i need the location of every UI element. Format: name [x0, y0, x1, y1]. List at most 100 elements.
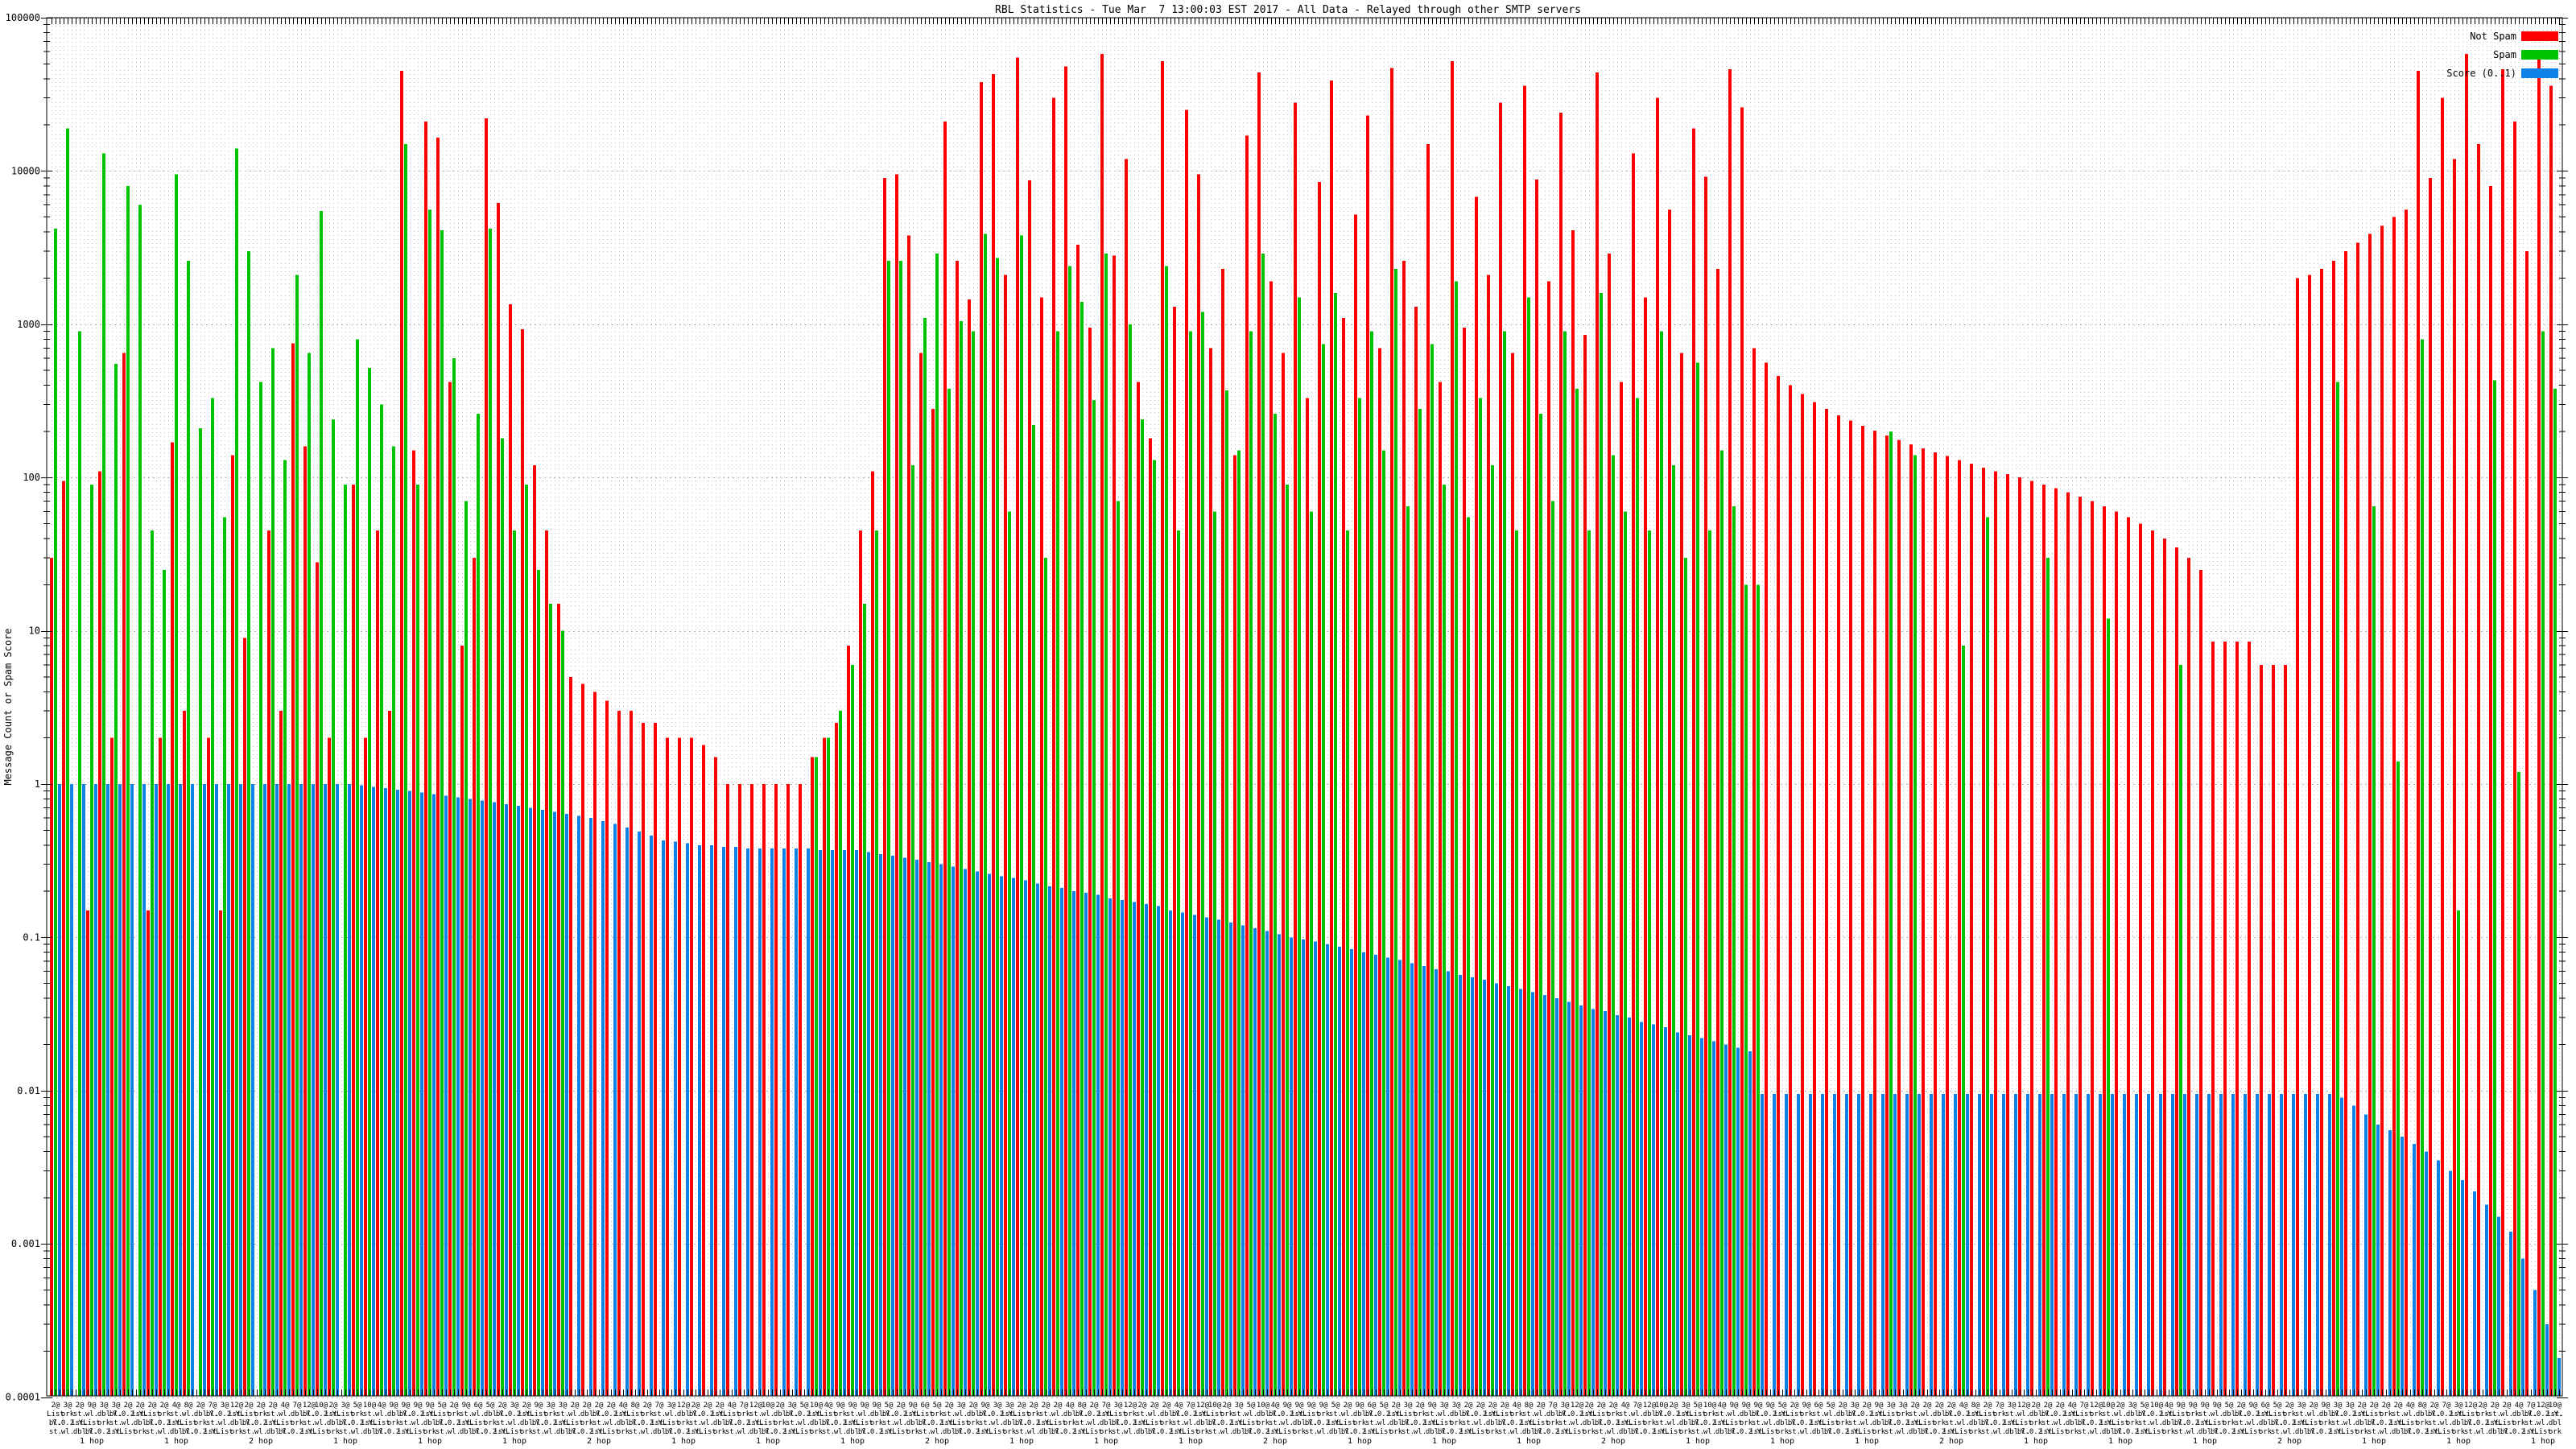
bar-not-spam — [726, 784, 729, 1396]
bar-spam — [295, 275, 299, 1396]
bar-score-0-1 — [203, 784, 206, 1396]
bar-score-0-1 — [1193, 914, 1196, 1396]
x-tick-label-count: 4@ — [824, 1402, 833, 1410]
x-tick-label-fragment: dbl — [2223, 1410, 2235, 1418]
x-tick-label-fragment: wl. — [85, 1410, 98, 1418]
x-tick-label-fragment: ork — [1293, 1428, 1307, 1436]
x-tick-label-count: 2@ — [160, 1402, 169, 1410]
bar-score-0-1 — [2425, 1151, 2428, 1396]
bar-spam — [163, 569, 166, 1396]
x-tick-label-fragment: List — [1049, 1419, 1067, 1427]
bar-not-spam — [968, 299, 971, 1396]
x-tick-label-count: 9@ — [2322, 1402, 2330, 1410]
bar-not-spam — [1282, 353, 1285, 1397]
x-tick-label-fragment: st. — [2464, 1428, 2477, 1436]
x-tick-label-fragment: ork — [2066, 1428, 2079, 1436]
bar-score-0-1 — [1664, 1026, 1667, 1396]
x-tick-label-count: 2@ — [136, 1402, 145, 1410]
bar-spam — [851, 664, 854, 1396]
x-tick-label-fragment: ork — [134, 1428, 147, 1436]
x-tick-label-fragment: dbl — [1232, 1428, 1245, 1436]
x-tick-label-fragment: dbl — [1450, 1410, 1463, 1418]
x-tick-label-fragment: .Y.0.2.Y. — [1884, 1419, 1923, 1427]
bar-score-0-1 — [2352, 1105, 2355, 1396]
x-tick-label-fragment: ork — [1969, 1428, 1983, 1436]
bar-score-0-1 — [1688, 1034, 1691, 1396]
bar-not-spam — [1463, 328, 1466, 1397]
bar-score-0-1 — [1060, 888, 1063, 1396]
y-tick-label: 1000 — [17, 319, 40, 330]
x-tick-label-count: 12@ — [2537, 1402, 2550, 1410]
bar-not-spam — [2103, 506, 2106, 1396]
x-tick-label-count: 2@ — [522, 1402, 531, 1410]
bar-score-0-1 — [1785, 1094, 1788, 1396]
x-tick-label-fragment: ist. — [1097, 1410, 1115, 1418]
x-tick-label-fragment: st. — [2392, 1410, 2405, 1418]
x-tick-label-fragment: List — [1592, 1410, 1610, 1418]
x-tick-label-fragment: bl. — [1462, 1410, 1475, 1418]
x-tick-label-fragment: .Y.0.2.Y. — [1944, 1410, 1984, 1418]
x-tick-label-fragment: st. — [1788, 1428, 1801, 1436]
x-tick-label-fragment: ork — [1872, 1428, 1886, 1436]
x-tick-label-count: 9@ — [861, 1402, 869, 1410]
bar-spam — [1382, 450, 1385, 1396]
x-tick-label-fragment: dbl — [387, 1410, 400, 1418]
x-tick-label-fragment: .Y.0.2.Y. — [2524, 1410, 2563, 1418]
bar-spam — [513, 530, 516, 1397]
bar-spam — [561, 630, 564, 1396]
bar-score-0-1 — [867, 852, 870, 1396]
bar-not-spam — [533, 465, 536, 1396]
bar-spam — [1225, 390, 1228, 1396]
x-tick-label-fragment: ist. — [457, 1419, 475, 1427]
x-tick-label-fragment: bl. — [2500, 1428, 2513, 1436]
x-tick-label-fragment: .Y.0.2.Y. — [1364, 1410, 1404, 1418]
x-tick-label-count: 9@ — [1356, 1402, 1364, 1410]
bar-score-0-1 — [1121, 900, 1124, 1396]
x-tick-label-count: 9@ — [390, 1402, 398, 1410]
bar-not-spam — [2079, 496, 2082, 1397]
x-tick-label-fragment: ist. — [2063, 1410, 2081, 1418]
x-tick-label-count: 9@ — [981, 1402, 990, 1410]
x-tick-label-hops: 2 hop — [249, 1437, 273, 1446]
x-tick-label-fragment: List — [1013, 1410, 1030, 1418]
x-tick-label-count: 2@ — [124, 1402, 133, 1410]
bar-not-spam — [316, 562, 319, 1396]
x-tick-label-fragment: ork — [774, 1419, 787, 1427]
x-tick-label-fragment: dbl — [134, 1419, 147, 1427]
bar-score-0-1 — [1362, 952, 1365, 1396]
legend: Not Spam Spam Score (0..1) — [2446, 31, 2558, 79]
x-tick-label-fragment: dbl — [2416, 1410, 2429, 1418]
x-tick-label-fragment: dbl — [2198, 1428, 2211, 1436]
x-tick-label-fragment: bl. — [532, 1419, 545, 1427]
bar-not-spam — [2465, 54, 2468, 1396]
x-tick-label-fragment: List — [1109, 1410, 1127, 1418]
x-tick-label-fragment: ork — [2029, 1419, 2043, 1427]
bar-score-0-1 — [1966, 1094, 1969, 1396]
x-tick-label-count: 2@ — [1790, 1402, 1799, 1410]
x-tick-label-fragment: .Y.0.2.Y. — [302, 1410, 341, 1418]
x-tick-label-count: 3@ — [2128, 1402, 2137, 1410]
bar-score-0-1 — [1072, 891, 1075, 1396]
x-tick-label-count: 7@ — [293, 1402, 302, 1410]
bar-score-0-1 — [855, 850, 858, 1396]
x-tick-label-count: 4@ — [2068, 1402, 2077, 1410]
x-tick-label-count: 7@ — [1549, 1402, 1558, 1410]
bar-not-spam — [1125, 159, 1128, 1397]
bar-spam — [440, 230, 444, 1396]
x-tick-label-fragment: .Y.0.2.Y. — [145, 1419, 184, 1427]
bar-not-spam — [1040, 297, 1043, 1396]
x-tick-label-fragment: dbl — [774, 1410, 786, 1418]
x-tick-label-fragment: dbl — [2549, 1419, 2562, 1427]
x-tick-label-fragment: List — [1761, 1428, 1779, 1436]
x-tick-label-fragment: st. — [629, 1428, 642, 1436]
bar-score-0-1 — [843, 850, 846, 1396]
bar-score-0-1 — [1507, 986, 1510, 1396]
bar-score-0-1 — [601, 820, 605, 1396]
x-tick-label-fragment: st. — [1112, 1428, 1125, 1436]
bar-score-0-1 — [2147, 1094, 2150, 1396]
x-tick-label-fragment: ist. — [1484, 1410, 1501, 1418]
x-tick-label-fragment: wl. — [1728, 1410, 1740, 1418]
bar-spam — [2046, 557, 2050, 1396]
x-tick-label-count: 2@ — [2056, 1402, 2065, 1410]
bar-not-spam — [1475, 196, 1478, 1397]
